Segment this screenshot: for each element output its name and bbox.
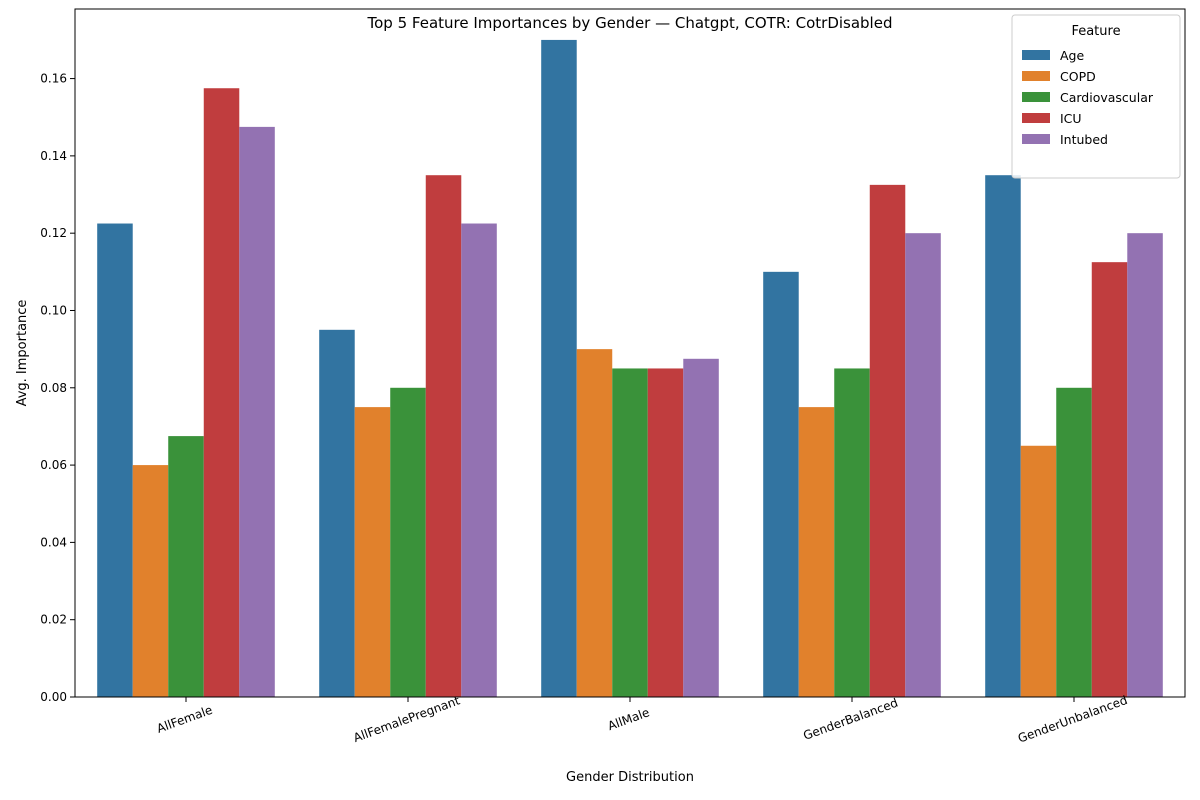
legend-box	[1011, 14, 1181, 179]
legend-label-icu: ICU	[1060, 111, 1082, 126]
y-tick-label: 0.02	[40, 613, 67, 627]
legend-swatch-copd	[1022, 71, 1050, 81]
y-tick-label: 0.12	[40, 226, 67, 240]
bar-intubed-allfemale	[239, 126, 275, 698]
bar-cardiovascular-allmale	[612, 368, 648, 697]
legend-swatch-intubed	[1022, 134, 1050, 144]
legend-label-age: Age	[1060, 48, 1084, 63]
bar-copd-allfemale	[132, 465, 169, 697]
bar-copd-allmale	[576, 349, 613, 697]
bar-cardiovascular-genderbalanced	[834, 368, 870, 697]
x-tick-label: AllFemale	[155, 703, 215, 736]
bar-icu-allfemalepregnant	[425, 175, 462, 697]
bar-age-genderunbalanced	[985, 175, 1021, 697]
x-tick-label: AllFemalePregnant	[352, 693, 463, 745]
bar-age-genderbalanced	[763, 271, 799, 697]
plot-frame	[74, 8, 1186, 698]
bar-copd-genderunbalanced	[1020, 445, 1057, 697]
y-tick-label: 0.00	[40, 690, 67, 704]
legend-label-intubed: Intubed	[1060, 132, 1108, 147]
legend-swatch-icu	[1022, 113, 1050, 123]
x-tick-label: GenderUnbalanced	[1016, 693, 1129, 746]
bar-age-allmale	[541, 39, 577, 698]
legend: Feature Age COPD Cardiovascular ICU Intubed	[1011, 14, 1181, 179]
x-axis-label: Gender Distribution	[566, 770, 694, 785]
y-tick-label: 0.16	[40, 72, 67, 86]
y-axis-label: Avg. Importance	[15, 300, 30, 407]
bars-group	[97, 39, 1163, 698]
bar-cardiovascular-genderunbalanced	[1056, 387, 1092, 697]
bar-copd-allfemalepregnant	[354, 407, 391, 697]
bar-intubed-allmale	[683, 358, 719, 697]
legend-label-copd: COPD	[1060, 69, 1096, 84]
bar-intubed-genderbalanced	[905, 233, 941, 697]
x-axis: AllFemale AllFemalePregnant AllMale GenderB…	[155, 693, 1129, 746]
bar-icu-genderunbalanced	[1091, 262, 1128, 697]
legend-swatch-age	[1022, 50, 1050, 60]
bar-icu-genderbalanced	[869, 184, 906, 697]
x-tick-label: AllMale	[606, 705, 651, 733]
bar-icu-allmale	[647, 368, 684, 697]
bar-cardiovascular-allfemalepregnant	[390, 387, 426, 697]
y-tick-label: 0.10	[40, 303, 67, 317]
y-tick-label: 0.08	[40, 381, 67, 395]
legend-label-cardiovascular: Cardiovascular	[1060, 90, 1154, 105]
chart-title: Top 5 Feature Importances by Gender — Ch…	[367, 14, 893, 32]
y-tick-label: 0.14	[40, 149, 67, 163]
bar-age-allfemale	[97, 223, 133, 698]
legend-swatch-cardiovascular	[1022, 92, 1050, 102]
y-tick-label: 0.04	[40, 535, 67, 549]
bar-icu-allfemale	[203, 88, 240, 697]
bar-cardiovascular-allfemale	[168, 436, 204, 697]
bar-age-allfemalepregnant	[319, 329, 355, 697]
legend-title: Feature	[1071, 24, 1120, 39]
bar-intubed-genderunbalanced	[1127, 233, 1163, 697]
y-tick-label: 0.06	[40, 458, 67, 472]
bar-copd-genderbalanced	[798, 407, 835, 697]
x-tick-label: GenderBalanced	[801, 696, 899, 743]
y-axis: 0.00 0.02 0.04 0.06 0.08 0.10 0.12 0.14 0.16	[40, 72, 75, 704]
bar-intubed-allfemalepregnant	[461, 223, 497, 698]
